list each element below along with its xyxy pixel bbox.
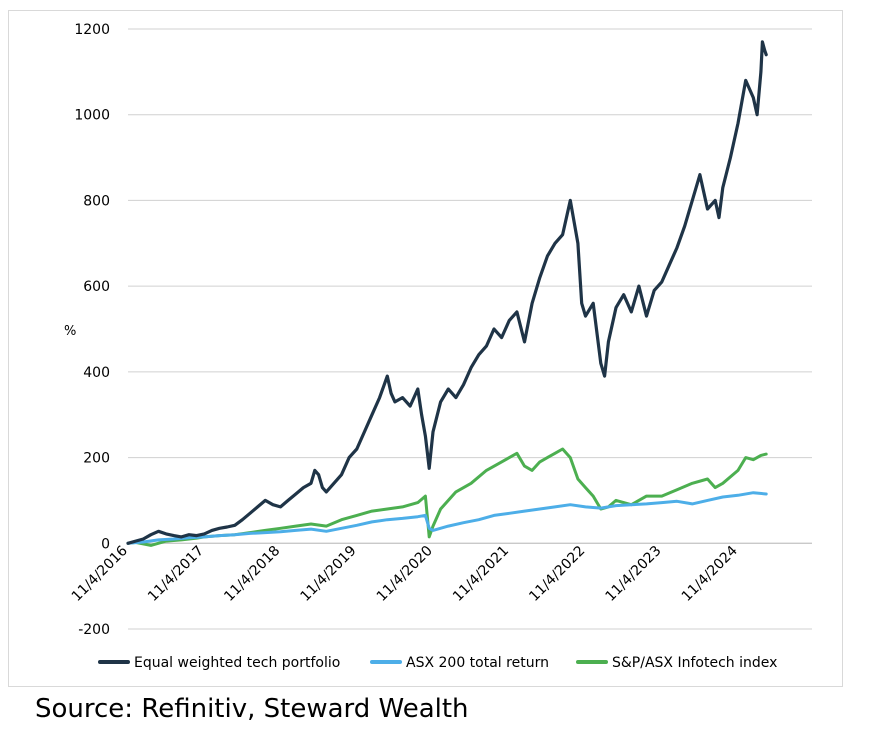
legend: Equal weighted tech portfolio ASX 200 tot… <box>98 655 777 671</box>
y-axis-label: % <box>64 324 76 339</box>
x-tick-label: 11/4/2024 <box>679 543 741 605</box>
x-axis-ticks: 11/4/2016 11/4/2017 11/4/2018 11/4/2019 11/4… <box>69 543 741 605</box>
y-tick-label: 200 <box>83 451 110 467</box>
chart-frame <box>8 10 843 687</box>
y-tick-label: 1000 <box>74 108 110 124</box>
y-tick-label: 400 <box>83 365 110 381</box>
legend-label-1: ASX 200 total return <box>406 655 549 671</box>
legend-label-0: Equal weighted tech portfolio <box>134 655 340 671</box>
source-caption: Source: Refinitiv, Steward Wealth <box>35 694 469 724</box>
gridlines <box>128 28 812 630</box>
y-tick-label: 600 <box>83 279 110 295</box>
legend-label-2: S&P/ASX Infotech index <box>612 655 777 671</box>
x-tick-label: 11/4/2021 <box>450 543 512 605</box>
y-tick-label: 800 <box>83 193 110 209</box>
series-lines <box>126 40 768 547</box>
x-tick-label: 11/4/2022 <box>526 543 588 605</box>
series-line-2 <box>126 447 768 547</box>
x-tick-label: 11/4/2023 <box>603 543 665 605</box>
series-line-0 <box>126 40 768 545</box>
x-tick-label: 11/4/2019 <box>298 543 360 605</box>
x-tick-label: 11/4/2018 <box>221 543 283 605</box>
y-tick-label: -200 <box>78 622 110 638</box>
x-tick-label: 11/4/2017 <box>145 543 207 605</box>
x-tick-label: 11/4/2020 <box>374 543 436 605</box>
y-tick-label: 0 <box>101 536 110 552</box>
y-tick-label: 1200 <box>74 22 110 38</box>
series-line-1 <box>126 491 768 545</box>
x-tick-label: 11/4/2016 <box>69 543 131 605</box>
y-axis-ticks: -200 0 200 400 600 800 1000 1200 <box>74 22 110 638</box>
